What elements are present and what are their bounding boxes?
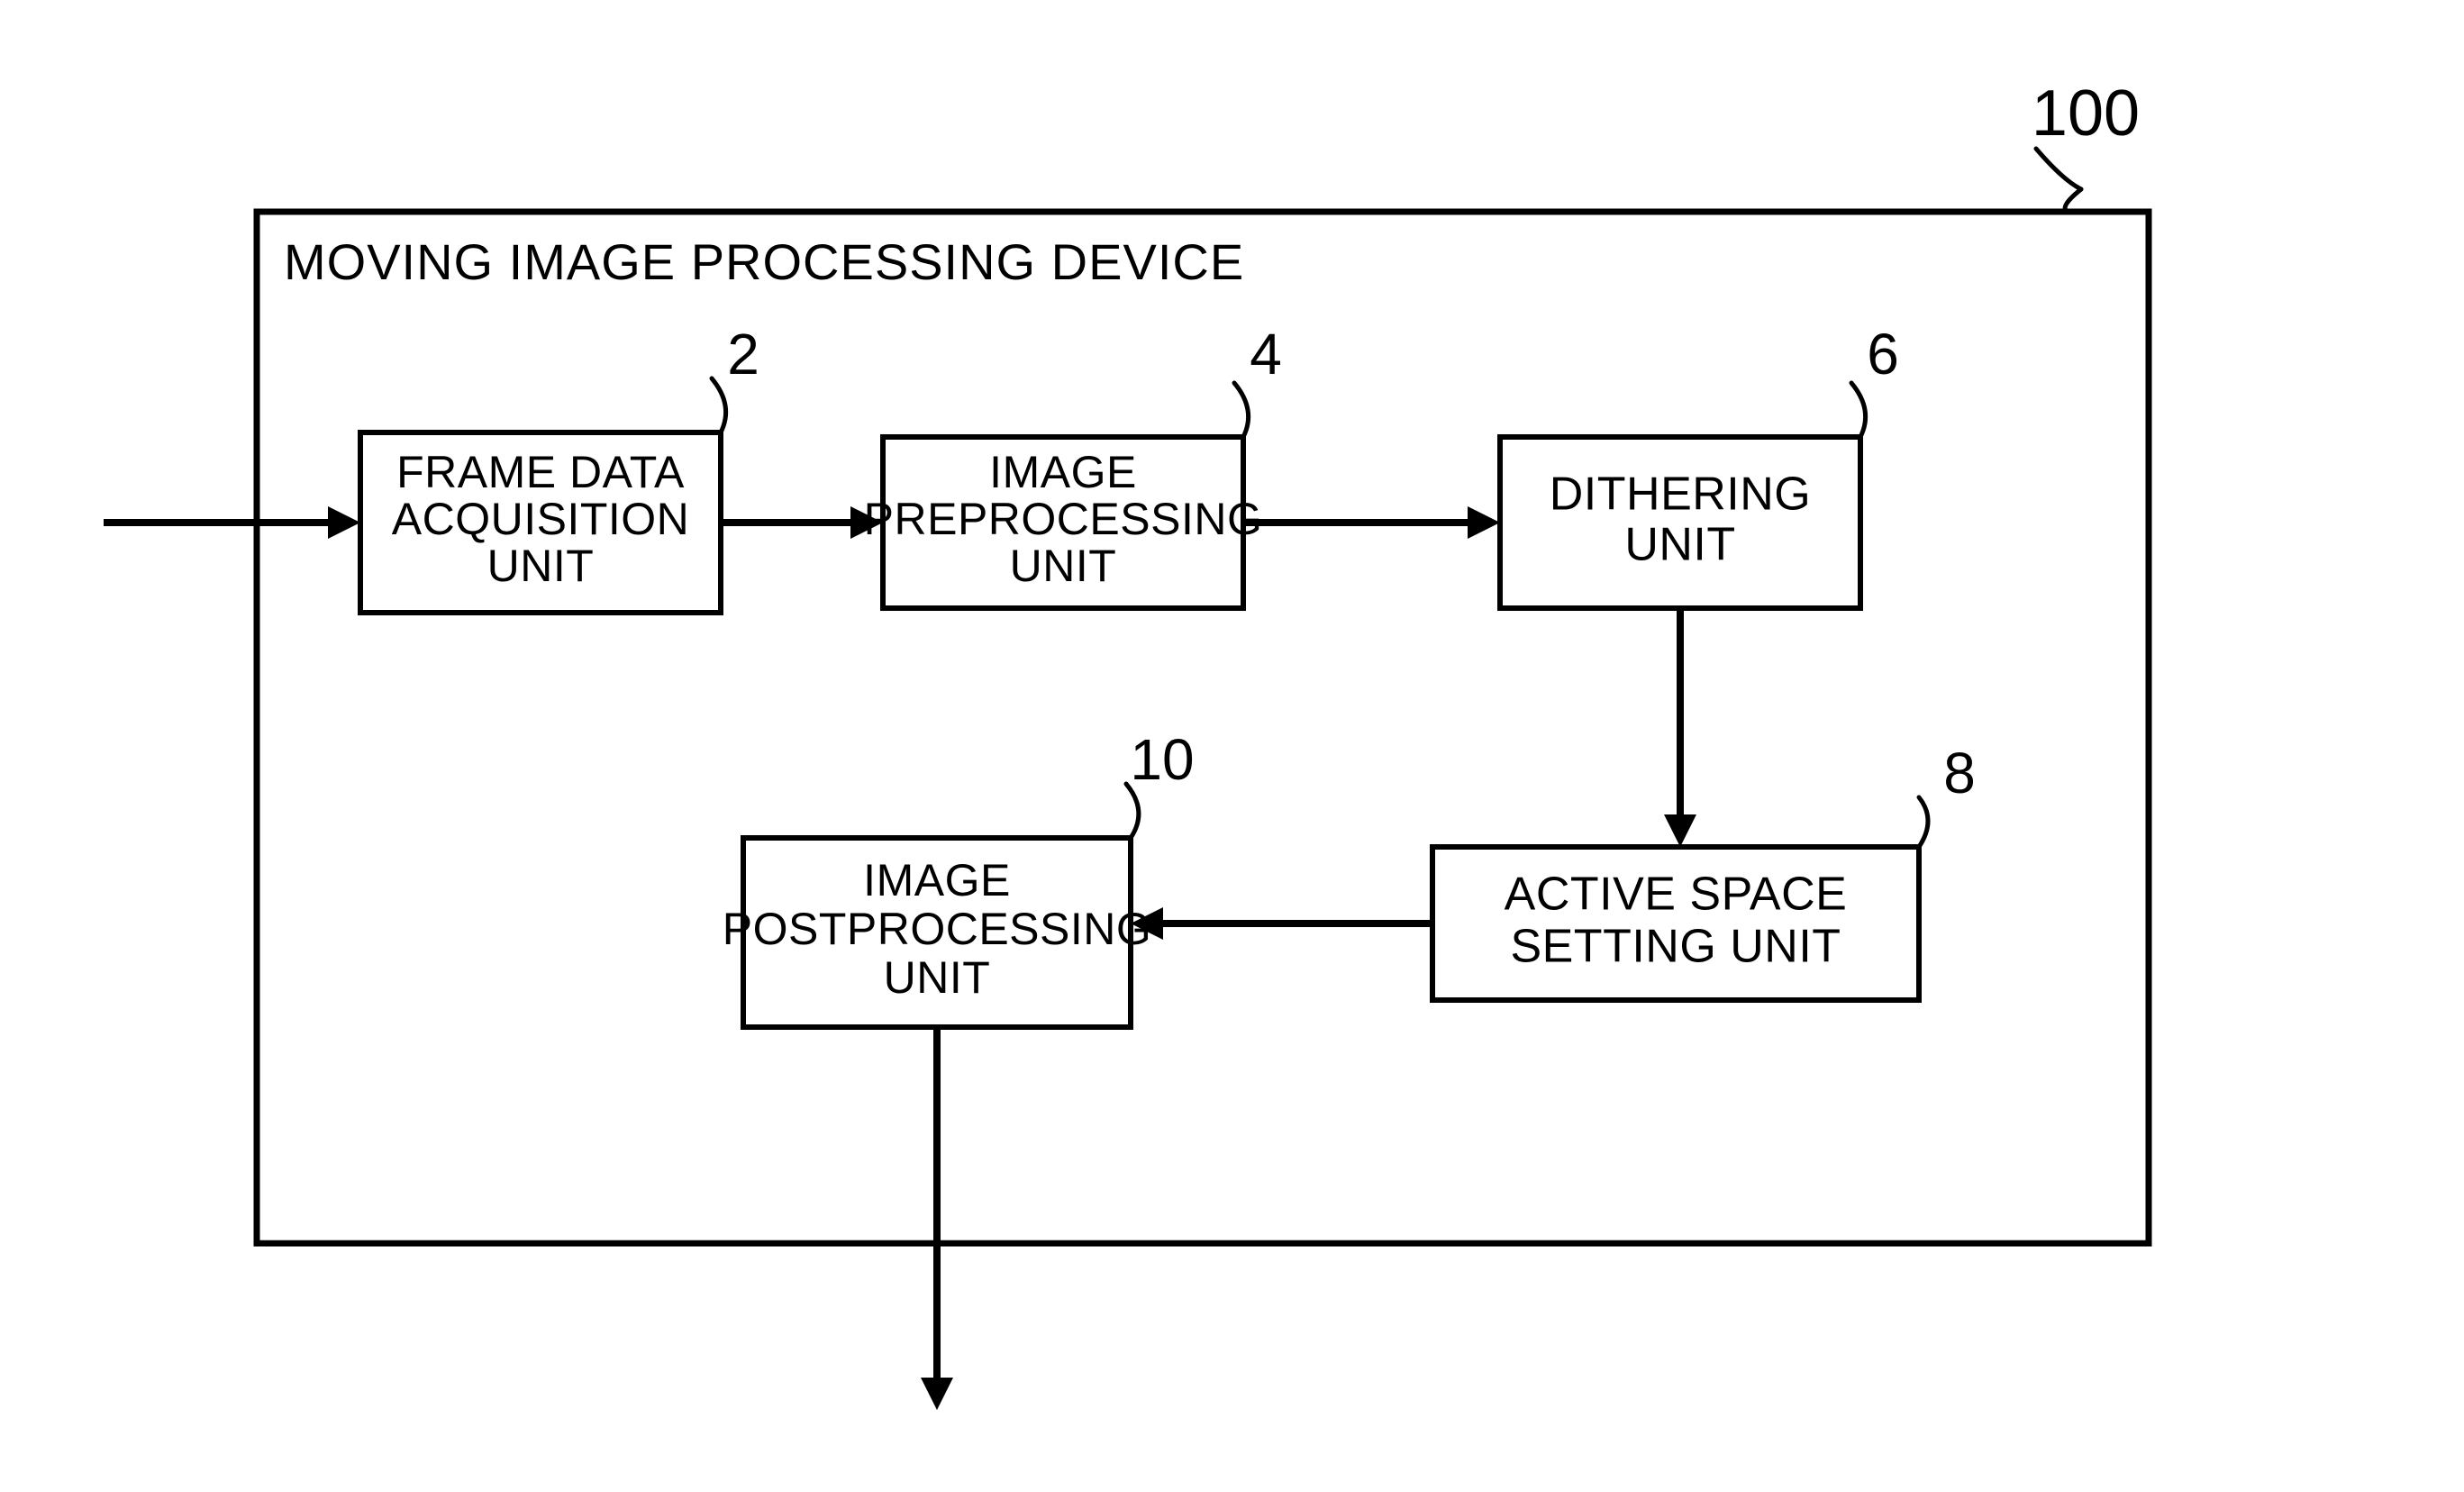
box-frame-line-1: ACQUISITION [392, 494, 690, 544]
device-outline [257, 212, 2149, 1243]
box-pre-line-0: IMAGE [989, 447, 1137, 497]
box-post-line-2: UNIT [884, 952, 991, 1003]
box-dither-line-1: UNIT [1624, 519, 1735, 571]
box-dither-line-0: DITHERING [1550, 469, 1812, 521]
arrow-out-head [921, 1378, 953, 1410]
box-pre-line-1: PREPROCESSING [864, 494, 1263, 544]
box-post-line-0: IMAGE [863, 855, 1011, 905]
ref-num-2: 2 [727, 322, 759, 387]
ref-num-8: 8 [1943, 741, 1976, 805]
box-frame-line-0: FRAME DATA [396, 447, 685, 497]
box-pre-line-2: UNIT [1010, 541, 1117, 591]
ref-leader-100 [2036, 149, 2081, 189]
device-title: MOVING IMAGE PROCESSING DEVICE [284, 233, 1244, 290]
box-post-line-1: POSTPROCESSING [723, 904, 1152, 954]
ref-num-100: 100 [2032, 77, 2140, 150]
ref-num-6: 6 [1867, 322, 1899, 387]
ref-num-4: 4 [1250, 322, 1282, 387]
box-active-line-1: SETTING UNIT [1510, 921, 1841, 973]
box-frame-line-2: UNIT [487, 541, 595, 591]
ref-num-10: 10 [1130, 727, 1194, 792]
box-active-line-0: ACTIVE SPACE [1505, 869, 1848, 921]
